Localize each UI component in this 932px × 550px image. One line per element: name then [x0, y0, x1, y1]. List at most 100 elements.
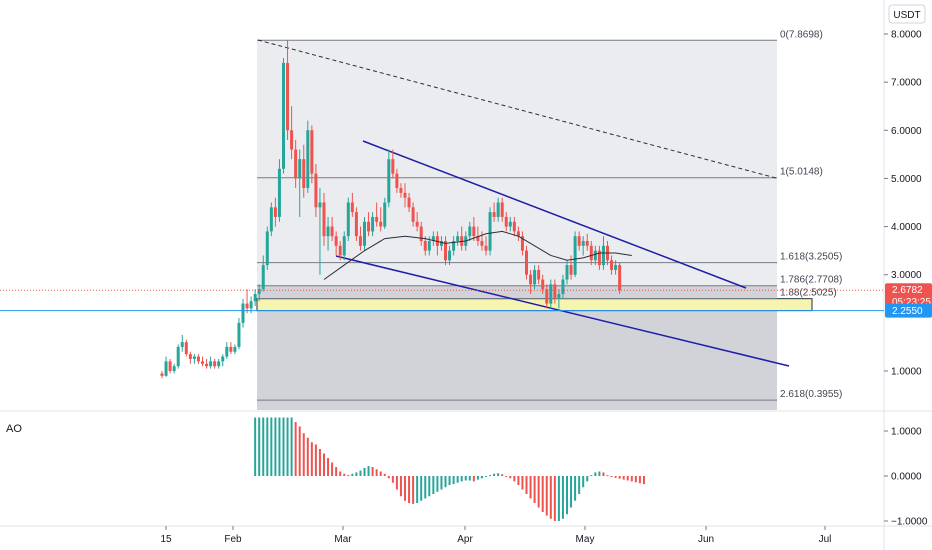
ao-bar	[468, 476, 471, 481]
candle-series	[160, 40, 622, 379]
candle-body	[557, 293, 561, 299]
candle	[241, 298, 245, 328]
candle	[597, 245, 601, 270]
candle-body	[164, 361, 168, 376]
candle-body	[431, 236, 435, 242]
price-tick-label: 5.0000	[891, 174, 922, 185]
candle	[383, 197, 387, 229]
ao-bar	[537, 476, 540, 508]
candle	[192, 354, 196, 364]
candle	[237, 318, 241, 350]
candle	[387, 149, 391, 208]
candle	[298, 149, 302, 217]
ao-bar	[630, 476, 633, 482]
candle	[282, 58, 285, 174]
candle	[350, 192, 354, 217]
ao-bar	[286, 417, 289, 476]
ao-bar	[416, 476, 419, 503]
ao-bar	[521, 476, 524, 490]
currency-badge[interactable]: USDT	[888, 4, 926, 24]
ao-bar	[509, 476, 512, 479]
candle-body	[427, 241, 431, 251]
candle	[496, 197, 500, 222]
candle	[618, 262, 622, 294]
candle-body	[306, 130, 310, 189]
candle	[363, 216, 366, 251]
support-tag[interactable]: 2.2550	[885, 303, 932, 318]
ao-bar	[383, 473, 386, 476]
ao-bar	[395, 476, 398, 490]
price-tick-label: 7.0000	[891, 78, 922, 89]
candle	[512, 216, 516, 237]
candle-body	[326, 226, 330, 237]
candle-body	[533, 269, 537, 285]
ao-bar	[622, 476, 625, 480]
support-tag-value: 2.2550	[892, 306, 923, 317]
ao-bar	[359, 470, 362, 476]
candle-body	[395, 173, 399, 189]
candle-body	[229, 346, 233, 352]
candle	[201, 356, 204, 367]
candle-body	[363, 221, 366, 246]
candle	[371, 212, 375, 237]
ao-bar	[549, 476, 552, 519]
ao-bar	[614, 476, 617, 478]
candle	[452, 236, 456, 256]
candle-body	[358, 236, 362, 246]
candle	[209, 356, 213, 369]
time-axis[interactable]: 15 Feb Mar Apr May Jun Jul	[160, 526, 831, 545]
ao-bar	[318, 449, 321, 476]
ao-bar	[566, 476, 568, 515]
candle	[225, 342, 229, 359]
candle	[213, 358, 217, 369]
candle-body	[525, 250, 528, 275]
candle	[399, 183, 403, 198]
ao-bar	[590, 475, 593, 477]
fib-level-label: 0(7.8698)	[780, 29, 823, 40]
ao-axis[interactable]: 1.0000 0.0000 −1.0000	[884, 427, 928, 528]
candle	[160, 371, 164, 379]
candle-body	[508, 221, 512, 227]
candle-body	[302, 159, 306, 189]
candle	[334, 231, 338, 256]
candle	[577, 231, 581, 251]
candle-body	[375, 216, 379, 222]
candle	[407, 192, 411, 213]
ao-bar	[258, 417, 261, 476]
candle-body	[387, 159, 391, 203]
ao-bar	[302, 433, 305, 476]
candle-body	[593, 250, 597, 261]
candle-body	[468, 226, 472, 237]
indicator-label[interactable]: AO	[6, 423, 22, 435]
ao-bar	[412, 476, 415, 504]
ao-bar	[529, 476, 532, 499]
candle-body	[330, 226, 334, 237]
ao-bar	[626, 476, 629, 481]
candle-body	[257, 289, 261, 294]
ao-tick-label: 0.0000	[891, 472, 922, 483]
ao-bar	[452, 476, 455, 485]
candle	[196, 354, 200, 364]
candle-body	[391, 159, 395, 174]
candle-body	[241, 303, 245, 323]
candle	[318, 188, 322, 275]
candle-body	[553, 284, 557, 299]
candle	[395, 168, 399, 193]
candle-body	[338, 245, 342, 256]
candle-body	[253, 293, 257, 302]
ao-bar	[574, 476, 577, 501]
ao-bar	[375, 469, 378, 476]
price-axis[interactable]: 8.0000 7.0000 6.0000 5.0000 4.0000 3.0000 1.00…	[884, 30, 932, 378]
candle	[330, 216, 334, 242]
candle-body	[196, 356, 200, 362]
candle-body	[188, 354, 192, 359]
ao-bar	[497, 473, 500, 476]
ao-bar	[363, 467, 366, 476]
ao-bar	[618, 476, 621, 479]
ao-bar	[323, 453, 325, 476]
ao-tick-label: 1.0000	[891, 427, 922, 438]
ao-bar	[464, 476, 467, 481]
candle	[610, 255, 614, 275]
